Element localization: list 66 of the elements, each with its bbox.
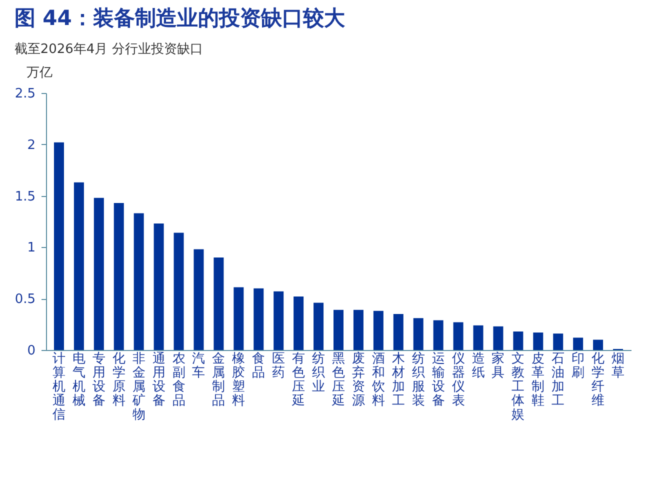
bar <box>353 310 364 350</box>
x-tick-label: 文教工体娱 <box>512 352 525 422</box>
bar <box>174 232 184 350</box>
chart-subtitle: 截至2026年4月 分行业投资缺口 <box>14 42 203 57</box>
x-tick-label: 非金属矿物 <box>131 352 146 422</box>
bar <box>314 302 324 350</box>
bar <box>593 340 604 350</box>
bar <box>214 257 224 350</box>
x-tick-label: 黑色压延 <box>331 352 345 408</box>
x-tick-label: 农副食品 <box>172 352 186 408</box>
bar <box>114 202 124 350</box>
x-tick-label: 通用设备 <box>152 352 166 408</box>
x-tick-label: 金属制品 <box>212 352 226 408</box>
x-tick-label: 皮革制鞋 <box>532 352 545 408</box>
x-tick-label: 橡胶塑料 <box>232 352 246 408</box>
x-tick-label: 家具 <box>492 350 505 380</box>
x-tick-label: 电气机械 <box>72 352 86 408</box>
x-tick-label: 化学纤维 <box>592 352 605 408</box>
bar <box>154 224 164 350</box>
y-tick-label: 1 <box>27 240 36 256</box>
bar <box>433 320 444 350</box>
x-tick-label: 纺织业 <box>312 352 326 394</box>
bar <box>54 142 64 350</box>
y-tick-label: 1.5 <box>14 189 36 204</box>
x-tick-label: 有色压延 <box>291 352 306 408</box>
chart-title: 图 44：装备制造业的投资缺口较大 <box>14 6 346 30</box>
bar <box>413 318 424 350</box>
bar <box>493 326 504 350</box>
x-tick-label: 造纸 <box>472 352 485 380</box>
bar <box>473 325 484 350</box>
bar <box>254 288 264 350</box>
x-tick-label: 仪器仪表 <box>452 352 465 408</box>
bar <box>373 310 384 350</box>
bar <box>573 338 584 350</box>
y-tick-label: 2 <box>27 138 36 153</box>
x-tick-label: 木材加工 <box>390 352 405 408</box>
bar <box>393 314 404 350</box>
bar <box>234 287 244 350</box>
bar <box>94 198 104 350</box>
y-tick-label: 2.5 <box>14 86 36 102</box>
bar <box>134 213 144 350</box>
x-tick-label: 医药 <box>272 352 286 380</box>
bar <box>513 331 524 350</box>
x-tick-label: 纺织服装 <box>412 352 425 408</box>
x-tick-label: 运输设备 <box>432 352 445 408</box>
bar <box>274 291 284 350</box>
bar <box>533 332 544 350</box>
bar <box>294 296 304 350</box>
bar <box>74 182 84 350</box>
x-tick-label: 印刷 <box>572 352 585 380</box>
x-tick-label: 食品 <box>252 352 266 380</box>
x-tick-label: 化学原料 <box>112 352 126 408</box>
y-tick-label: 0.5 <box>14 292 36 308</box>
bar <box>334 310 344 350</box>
bar <box>553 334 564 350</box>
x-tick-label: 废弃资源 <box>352 352 365 408</box>
y-tick-label: 0 <box>27 344 36 358</box>
x-tick-label: 汽车 <box>192 352 206 380</box>
x-tick-label: 烟草 <box>612 352 625 380</box>
x-tick-label: 酒和饮料 <box>370 352 385 408</box>
bar <box>194 249 204 350</box>
x-tick-label: 石油加工 <box>552 352 565 408</box>
bar <box>453 322 464 350</box>
x-tick-label: 计算机通信 <box>52 352 66 422</box>
x-tick-label: 专用设备 <box>92 352 106 408</box>
y-axis-title: 万亿 <box>26 66 52 80</box>
